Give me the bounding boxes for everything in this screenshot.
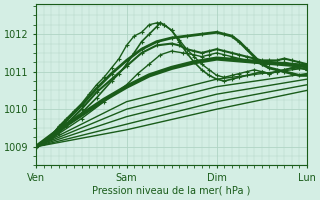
X-axis label: Pression niveau de la mer( hPa ): Pression niveau de la mer( hPa ) (92, 186, 251, 196)
